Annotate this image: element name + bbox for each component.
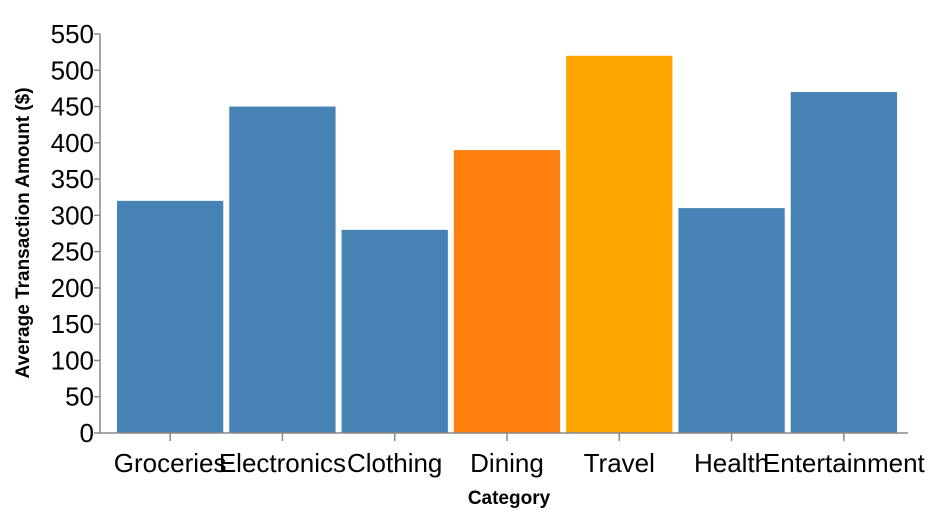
bar-dining: [453, 150, 561, 433]
y-tick-label: 500: [51, 55, 94, 85]
bar-groceries: [117, 200, 224, 433]
bar-electronics: [229, 106, 336, 433]
bars-group: [117, 55, 897, 433]
y-tick-label: 250: [51, 237, 94, 267]
x-tick-label: Groceries: [114, 448, 227, 478]
y-axis: 0 50 100 150 200 250 300 350 400 450 500 550: [51, 19, 101, 448]
x-tick-label: Dining: [470, 448, 544, 478]
y-tick-label: 550: [51, 19, 94, 49]
y-tick-label: 350: [51, 164, 94, 194]
bar-entertainment: [790, 92, 897, 433]
y-axis-title: Average Transaction Amount ($): [13, 87, 34, 378]
x-tick-label: Health: [694, 448, 769, 478]
y-tick-label: 100: [51, 345, 94, 375]
y-tick-label: 200: [51, 273, 94, 303]
x-tick-label: Entertainment: [763, 448, 926, 478]
y-tick-label: 450: [51, 92, 94, 122]
x-tick-label: Electronics: [219, 448, 346, 478]
x-tick-label: Clothing: [347, 448, 442, 478]
bar-health: [678, 208, 785, 433]
y-tick-label: 150: [51, 309, 94, 339]
y-tick-label: 0: [80, 418, 94, 448]
y-tick-label: 300: [51, 200, 94, 230]
y-tick-label: 50: [65, 382, 94, 412]
bar-travel: [566, 55, 673, 433]
y-tick-label: 400: [51, 128, 94, 158]
bar-clothing: [341, 229, 448, 433]
x-tick-label: Travel: [584, 448, 655, 478]
x-axis-title: Category: [468, 488, 551, 509]
